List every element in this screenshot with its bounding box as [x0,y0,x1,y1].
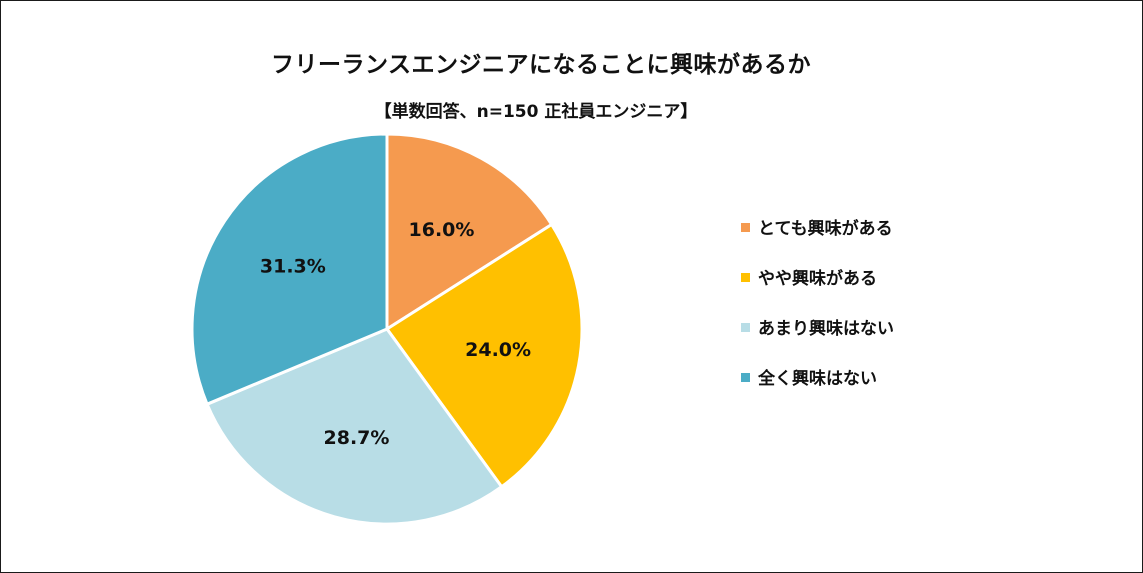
pie-slice [385,223,584,489]
legend-swatch [741,223,750,232]
legend-item: あまり興味はない [741,301,894,351]
chart-subtitle: 【単数回答、n=150 正社員エンジニア】 [374,102,698,122]
pie-chart: 16.0% 24.0% 28.7% 31.3% [190,132,584,526]
legend-swatch [741,373,750,382]
slice-data-label: 28.7% [324,427,390,449]
legend-swatch [741,323,750,332]
legend-item: 全く興味はない [741,351,894,401]
pie-slice [190,132,389,406]
legend: とても興味がある やや興味がある あまり興味はない 全く興味はない [741,201,894,401]
legend-item: やや興味がある [741,251,894,301]
pie-slice [205,327,504,526]
slice-data-label: 24.0% [465,339,531,361]
legend-swatch [741,273,750,282]
legend-label: やや興味がある [758,268,877,289]
slice-data-label: 31.3% [260,255,326,277]
legend-item: とても興味がある [741,201,894,251]
pie-slice [385,132,554,331]
chart-title: フリーランスエンジニアになることに興味があるか [270,52,812,78]
legend-label: 全く興味はない [758,368,877,389]
slice-data-label: 16.0% [409,219,475,241]
legend-label: とても興味がある [758,218,893,239]
legend-label: あまり興味はない [758,318,894,339]
